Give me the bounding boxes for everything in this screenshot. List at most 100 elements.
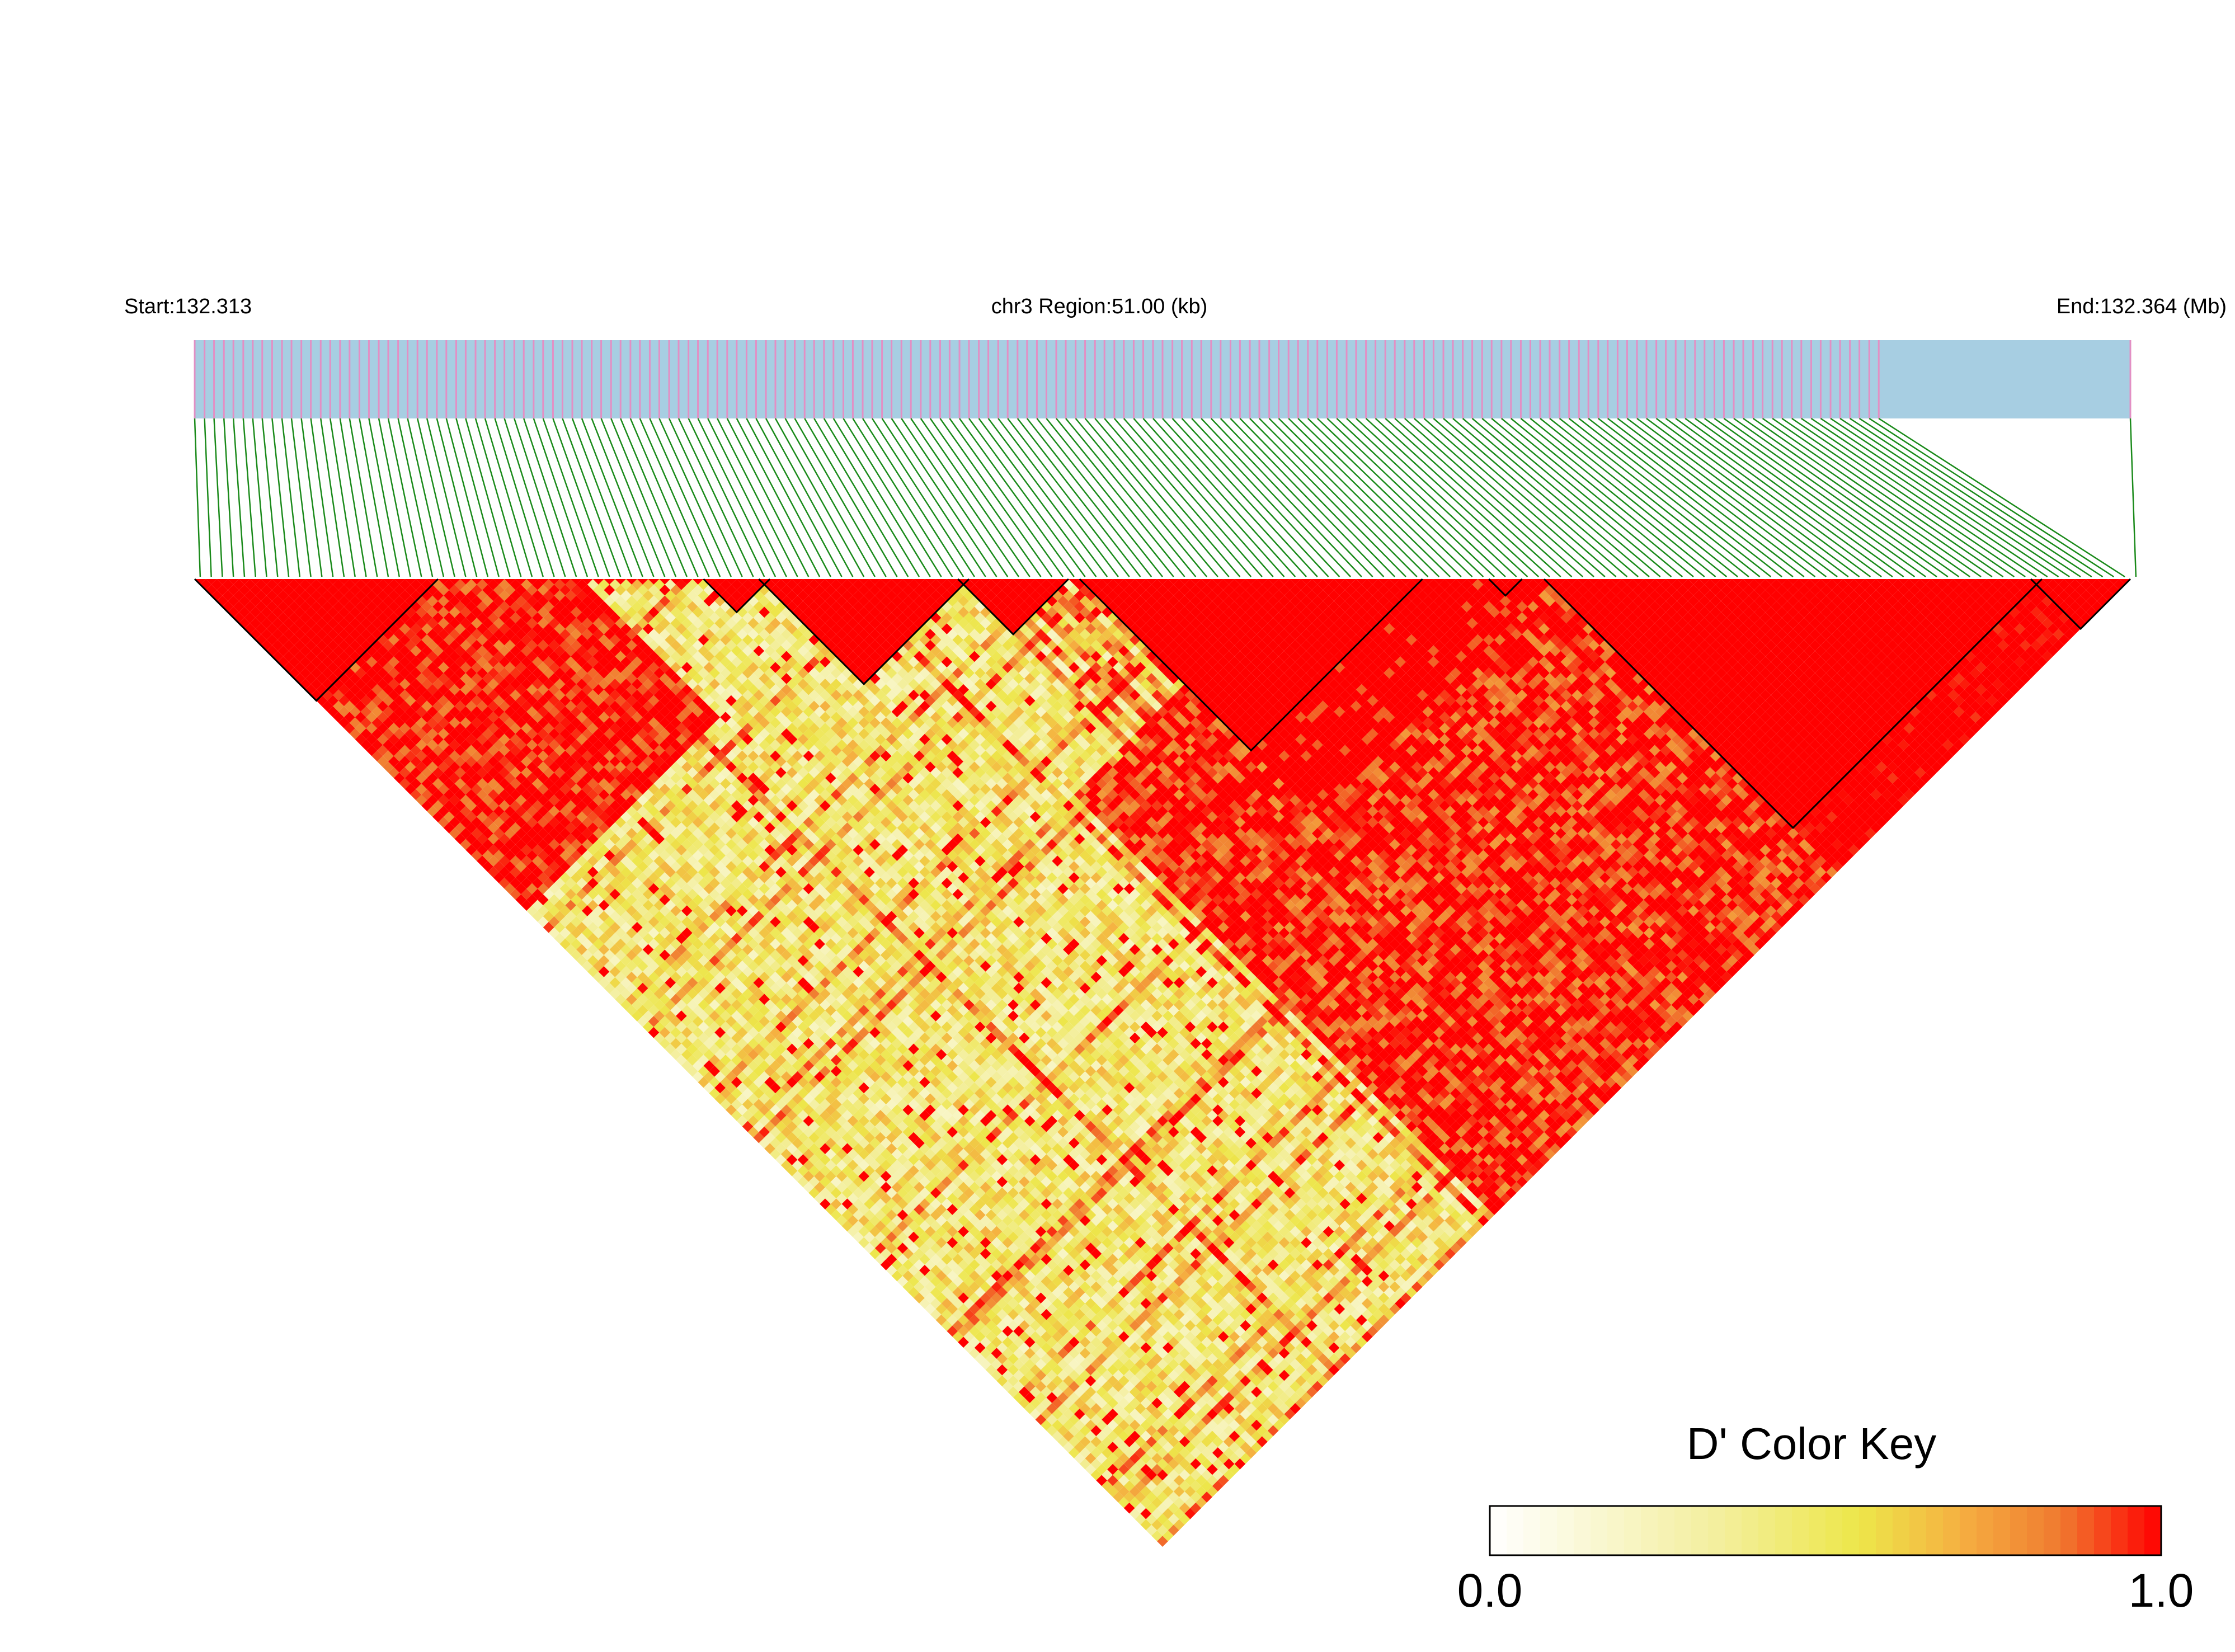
ld-cell: [1046, 1402, 1058, 1414]
ld-cell: [421, 778, 433, 789]
snp-connector: [271, 418, 290, 577]
snp-connector: [929, 418, 1042, 577]
ld-cell: [803, 1160, 815, 1171]
ld-cell: [609, 977, 621, 989]
snp-connector: [1326, 418, 1495, 577]
ld-cell: [272, 639, 284, 651]
snp-connector: [1113, 418, 1252, 577]
snp-connector: [455, 418, 500, 577]
snp-connector: [1346, 418, 1517, 577]
ld-cell: [731, 1099, 742, 1110]
ld-cell: [825, 1170, 836, 1182]
ld-cell: [1046, 1392, 1058, 1403]
snp-connector: [1723, 417, 1949, 578]
ld-cell: [1118, 1475, 1130, 1486]
ld-cell: [780, 1137, 792, 1149]
snp-connector: [871, 418, 975, 577]
ld-cell: [874, 1220, 886, 1232]
snp-connector: [688, 418, 765, 577]
ld-cell: [1135, 1491, 1146, 1503]
ld-cell: [261, 606, 272, 618]
snp-connector: [329, 418, 356, 577]
snp-connector: [717, 418, 798, 577]
ld-cell: [410, 756, 422, 768]
snp-connector: [1491, 418, 1683, 577]
snp-connector: [1626, 418, 1838, 577]
snp-connector: [910, 418, 1020, 577]
snp-connector: [1259, 418, 1418, 577]
snp-connector: [677, 418, 754, 577]
snp-connector: [1413, 418, 1594, 577]
snp-connector: [920, 418, 1031, 577]
snp-connector: [242, 418, 256, 577]
ld-cell: [947, 1325, 958, 1337]
ld-cell: [504, 850, 516, 862]
ld-cell: [371, 728, 383, 740]
ld-cell: [261, 639, 272, 651]
ld-cell: [532, 911, 543, 922]
snp-connector: [1462, 418, 1650, 577]
snp-connector: [668, 418, 743, 577]
ld-cell: [1096, 1442, 1108, 1453]
ld-cell: [255, 590, 267, 601]
snp-connector: [542, 418, 599, 577]
ld-cell: [902, 1270, 914, 1282]
ld-cell: [780, 1126, 792, 1138]
snp-connector: [581, 418, 643, 577]
ld-cell: [753, 1099, 765, 1110]
snp-connector: [1849, 417, 2092, 578]
snp-connector: [1423, 418, 1606, 577]
snp-connector: [707, 418, 787, 577]
snp-connector: [591, 418, 655, 577]
snp-connector: [1801, 417, 2037, 578]
snp-connector: [1598, 418, 1805, 577]
snp-connector: [1839, 417, 2081, 578]
snp-connector: [1394, 418, 1573, 577]
snp-connector: [1075, 418, 1208, 577]
ld-cell: [277, 612, 289, 624]
ld-cell: [543, 900, 554, 911]
snp-connector: [978, 418, 1097, 577]
ld-cell: [1068, 1436, 1080, 1448]
ld-cell: [410, 789, 422, 801]
snp-connector: [843, 418, 942, 577]
ld-cell: [493, 839, 505, 850]
snp-connector: [600, 418, 666, 577]
ld-cell: [874, 1242, 886, 1254]
snp-connector: [1171, 418, 1318, 577]
ld-cell: [780, 1149, 792, 1160]
ld-cell: [272, 628, 284, 640]
snp-connector: [1878, 417, 2125, 578]
ld-cell: [709, 1055, 721, 1066]
ld-cell: [1068, 1414, 1080, 1425]
ld-cell: [371, 706, 383, 718]
snp-connector: [1278, 418, 1440, 577]
snp-connector: [1142, 418, 1285, 577]
snp-connector: [1356, 418, 1528, 577]
snp-connector: [1433, 418, 1617, 577]
snp-connector: [1191, 418, 1340, 577]
snp-connector: [1007, 418, 1130, 577]
ld-cell: [753, 1110, 765, 1121]
ld-cell: [399, 778, 411, 789]
snp-connector: [1036, 418, 1163, 577]
snp-connector: [252, 418, 267, 577]
snp-position-track: [194, 340, 2132, 418]
ld-cell: [338, 684, 350, 695]
snp-connector: [1307, 418, 1473, 577]
ld-cell: [250, 618, 261, 629]
ld-cell: [731, 1076, 742, 1088]
snp-connector: [407, 418, 445, 577]
end-label: End:132.364 (Mb): [2057, 295, 2227, 318]
ld-cell: [902, 1248, 914, 1259]
ld-cell: [554, 911, 566, 922]
ld-cell: [228, 584, 239, 596]
snp-connector: [310, 418, 334, 577]
ld-cell: [289, 634, 300, 646]
snp-connector: [445, 418, 489, 577]
ld-cell: [261, 595, 272, 607]
ld-cell: [250, 606, 261, 618]
snp-connector: [862, 418, 964, 577]
snp-connector: [1017, 418, 1141, 577]
ld-cell: [565, 911, 577, 922]
